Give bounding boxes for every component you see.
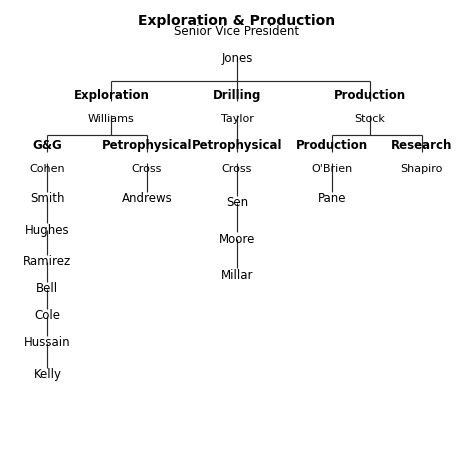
Text: Stock: Stock	[354, 114, 385, 124]
Text: Cole: Cole	[35, 309, 60, 322]
Text: Senior Vice President: Senior Vice President	[174, 25, 300, 38]
Text: Bell: Bell	[36, 282, 58, 295]
Text: Drilling: Drilling	[213, 89, 261, 102]
Text: Moore: Moore	[219, 233, 255, 245]
Text: Sen: Sen	[226, 197, 248, 209]
Text: Cohen: Cohen	[29, 164, 65, 174]
Text: Cross: Cross	[132, 164, 162, 174]
Text: Taylor: Taylor	[220, 114, 254, 124]
Text: Petrophysical: Petrophysical	[192, 139, 282, 152]
Text: Hussain: Hussain	[24, 336, 71, 349]
Text: Production: Production	[296, 139, 368, 152]
Text: Millar: Millar	[221, 269, 253, 281]
Text: Jones: Jones	[221, 52, 253, 65]
Text: Research: Research	[391, 139, 453, 152]
Text: Shapiro: Shapiro	[401, 164, 443, 174]
Text: Kelly: Kelly	[33, 368, 62, 381]
Text: Production: Production	[334, 89, 406, 102]
Text: G&G: G&G	[33, 139, 62, 152]
Text: Hughes: Hughes	[25, 224, 70, 236]
Text: Petrophysical: Petrophysical	[102, 139, 192, 152]
Text: O'Brien: O'Brien	[311, 164, 353, 174]
Text: Smith: Smith	[30, 192, 64, 205]
Text: Ramirez: Ramirez	[23, 255, 72, 268]
Text: Williams: Williams	[88, 114, 135, 124]
Text: Cross: Cross	[222, 164, 252, 174]
Text: Exploration & Production: Exploration & Production	[138, 14, 336, 28]
Text: Pane: Pane	[318, 192, 346, 205]
Text: Andrews: Andrews	[121, 192, 173, 205]
Text: Exploration: Exploration	[73, 89, 149, 102]
